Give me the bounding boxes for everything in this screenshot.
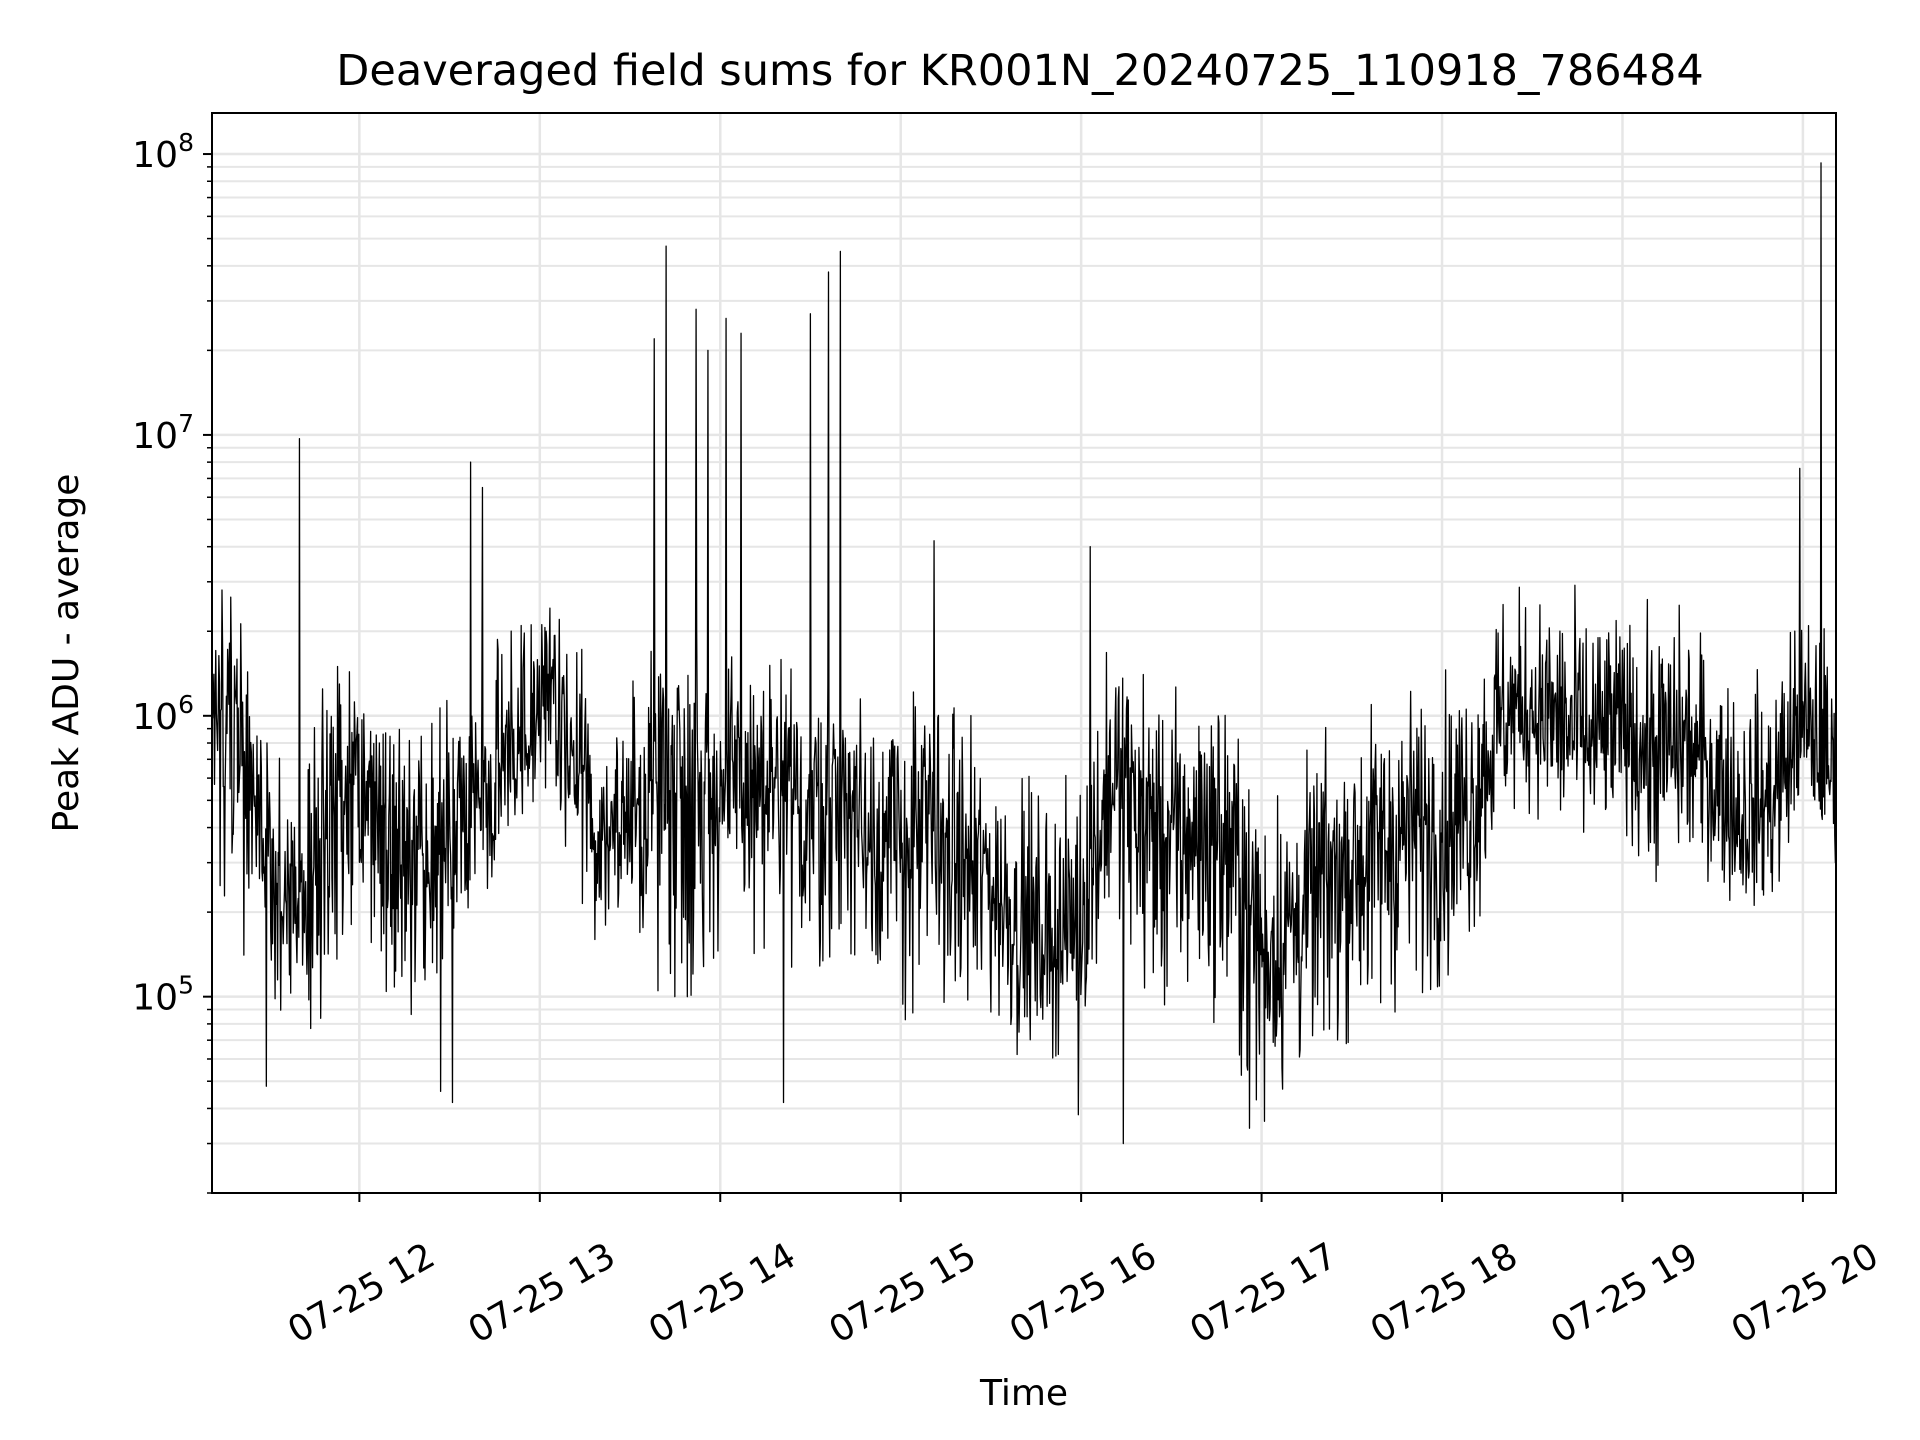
x-axis-label: Time: [979, 1373, 1068, 1414]
axes-frame: [211, 112, 1837, 1194]
y-axis-ticks: 105 106 107 108: [132, 128, 212, 1194]
y-axis-label: Peak ADU - average: [46, 474, 87, 833]
plot-area: [212, 162, 1836, 1145]
series-layer: [212, 162, 1836, 1145]
chart-title: Deaveraged field sums for KR001N_2024072…: [336, 46, 1703, 96]
y-tick-label: 105: [132, 971, 194, 1019]
series-line: [212, 162, 1836, 1145]
y-tick-label: 106: [132, 690, 194, 738]
y-tick-label: 107: [132, 409, 194, 457]
y-tick-label: 108: [132, 128, 194, 176]
